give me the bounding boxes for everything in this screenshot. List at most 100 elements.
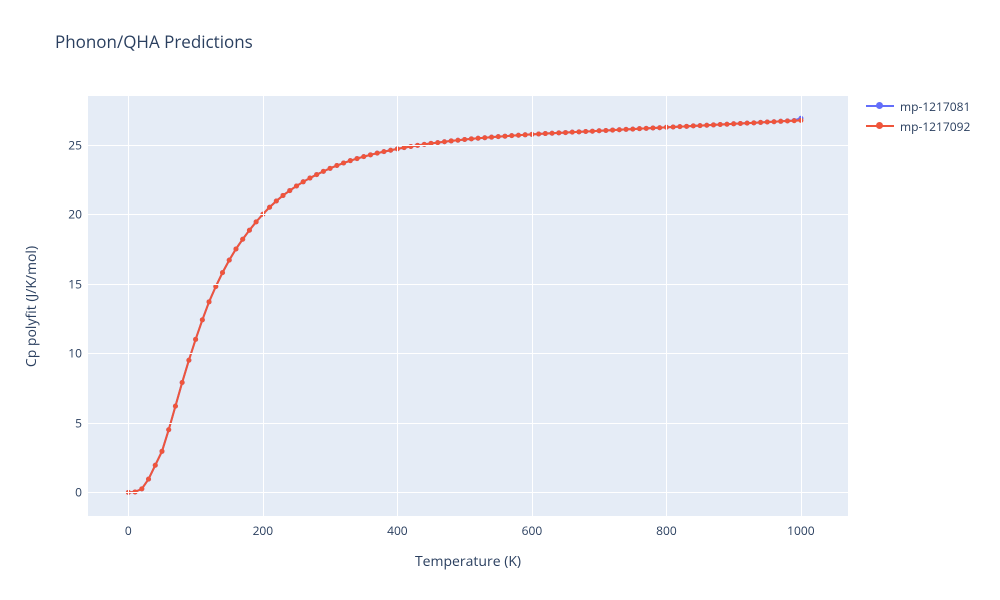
data-point[interactable]: [368, 152, 373, 157]
data-point[interactable]: [644, 126, 649, 131]
data-point[interactable]: [381, 149, 386, 154]
data-point[interactable]: [281, 193, 286, 198]
data-point[interactable]: [180, 380, 185, 385]
data-point[interactable]: [321, 169, 326, 174]
data-point[interactable]: [563, 130, 568, 135]
data-point[interactable]: [617, 127, 622, 132]
data-point[interactable]: [469, 136, 474, 141]
data-point[interactable]: [442, 139, 447, 144]
data-point[interactable]: [603, 128, 608, 133]
data-point[interactable]: [731, 121, 736, 126]
y-tick-label: 5: [75, 414, 82, 431]
data-point[interactable]: [482, 135, 487, 140]
plot-area[interactable]: [88, 96, 848, 516]
data-point[interactable]: [778, 119, 783, 124]
data-point[interactable]: [711, 122, 716, 127]
data-point[interactable]: [227, 258, 232, 263]
data-point[interactable]: [274, 199, 279, 204]
data-point[interactable]: [556, 130, 561, 135]
data-point[interactable]: [314, 172, 319, 177]
data-point[interactable]: [294, 183, 299, 188]
data-point[interactable]: [671, 125, 676, 130]
data-point[interactable]: [550, 131, 555, 136]
data-point[interactable]: [718, 122, 723, 127]
data-point[interactable]: [307, 176, 312, 181]
data-point[interactable]: [765, 120, 770, 125]
data-point[interactable]: [590, 129, 595, 134]
data-point[interactable]: [624, 127, 629, 132]
data-point[interactable]: [328, 166, 333, 171]
data-point[interactable]: [610, 128, 615, 133]
data-point[interactable]: [677, 124, 682, 129]
data-point[interactable]: [597, 128, 602, 133]
legend-swatch: [866, 100, 894, 112]
data-point[interactable]: [543, 131, 548, 136]
data-point[interactable]: [738, 121, 743, 126]
data-point[interactable]: [637, 126, 642, 131]
data-point[interactable]: [186, 358, 191, 363]
data-point[interactable]: [334, 163, 339, 168]
data-point[interactable]: [254, 219, 259, 224]
data-point[interactable]: [792, 118, 797, 123]
data-point[interactable]: [301, 179, 306, 184]
data-point[interactable]: [758, 120, 763, 125]
data-point[interactable]: [496, 134, 501, 139]
data-point[interactable]: [139, 486, 144, 491]
data-point[interactable]: [462, 137, 467, 142]
data-point[interactable]: [455, 138, 460, 143]
legend-item[interactable]: mp-1217081: [866, 96, 970, 116]
data-point[interactable]: [159, 449, 164, 454]
data-point[interactable]: [745, 121, 750, 126]
series-line[interactable]: [128, 118, 801, 492]
data-point[interactable]: [751, 120, 756, 125]
data-point[interactable]: [536, 131, 541, 136]
legend[interactable]: mp-1217081mp-1217092: [866, 96, 970, 136]
data-point[interactable]: [240, 237, 245, 242]
data-point[interactable]: [449, 138, 454, 143]
data-point[interactable]: [220, 270, 225, 275]
data-point[interactable]: [502, 134, 507, 139]
data-point[interactable]: [361, 154, 366, 159]
data-point[interactable]: [200, 317, 205, 322]
data-point[interactable]: [355, 156, 360, 161]
data-point[interactable]: [489, 135, 494, 140]
x-axis-label: Temperature (K): [88, 552, 848, 571]
data-point[interactable]: [348, 158, 353, 163]
data-point[interactable]: [523, 132, 528, 137]
data-point[interactable]: [684, 124, 689, 129]
data-point[interactable]: [213, 284, 218, 289]
data-point[interactable]: [233, 246, 238, 251]
legend-item[interactable]: mp-1217092: [866, 116, 970, 136]
data-point[interactable]: [388, 148, 393, 153]
data-point[interactable]: [583, 129, 588, 134]
data-point[interactable]: [341, 161, 346, 166]
data-point[interactable]: [267, 205, 272, 210]
data-point[interactable]: [724, 122, 729, 127]
data-point[interactable]: [630, 127, 635, 132]
data-point[interactable]: [704, 123, 709, 128]
data-point[interactable]: [153, 463, 158, 468]
series-line[interactable]: [128, 120, 801, 492]
data-point[interactable]: [193, 337, 198, 342]
data-point[interactable]: [691, 123, 696, 128]
data-point[interactable]: [657, 125, 662, 130]
data-point[interactable]: [402, 145, 407, 150]
data-point[interactable]: [207, 299, 212, 304]
data-point[interactable]: [146, 477, 151, 482]
data-point[interactable]: [509, 133, 514, 138]
data-point[interactable]: [476, 136, 481, 141]
x-tick-label: 200: [253, 522, 274, 539]
data-point[interactable]: [570, 130, 575, 135]
data-point[interactable]: [166, 427, 171, 432]
data-point[interactable]: [772, 119, 777, 124]
data-point[interactable]: [576, 129, 581, 134]
data-point[interactable]: [247, 228, 252, 233]
data-point[interactable]: [516, 133, 521, 138]
data-point[interactable]: [650, 125, 655, 130]
data-point[interactable]: [375, 151, 380, 156]
data-point[interactable]: [173, 404, 178, 409]
gridline-v: [801, 96, 802, 516]
data-point[interactable]: [287, 188, 292, 193]
data-point[interactable]: [698, 123, 703, 128]
data-point[interactable]: [785, 119, 790, 124]
